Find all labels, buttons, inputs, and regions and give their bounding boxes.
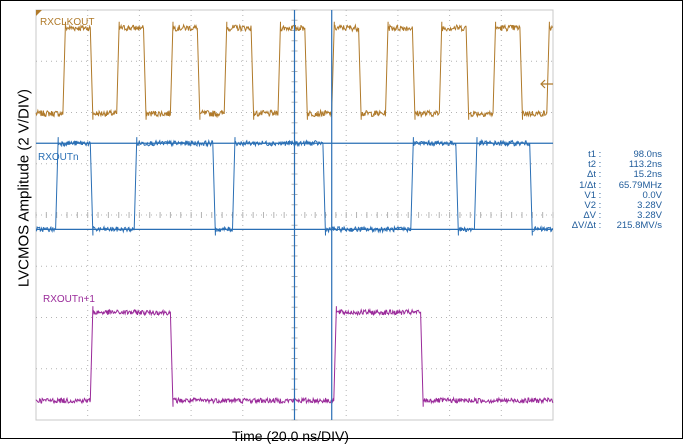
level-marker-icon <box>540 79 553 89</box>
measurement-separator: : <box>598 200 602 212</box>
measurement-separator: : <box>598 149 602 160</box>
series-label-rxoutn1: RXOUTn+1 <box>43 294 95 305</box>
measurement-value: 65.79MHz <box>618 179 662 191</box>
measurement-label: V2 <box>584 200 596 212</box>
y-axis-label: LVCMOS Amplitude (2 V/DIV) <box>15 88 33 288</box>
measurement-label: ΔV/Δt <box>571 220 596 232</box>
measurement-label: 1/Δt <box>579 179 596 191</box>
measurement-separator: : <box>598 169 602 181</box>
measurement-row: 1/Δt: 65.79MHz <box>554 179 666 191</box>
measurement-value: 3.28V <box>637 210 662 222</box>
measurement-row: ΔV/Δt: 215.8MV/s <box>554 221 666 231</box>
measurement-value: 113.2ns <box>628 159 662 171</box>
measurement-separator: : <box>598 179 602 191</box>
measurement-label: ΔV <box>583 210 596 222</box>
x-axis-label: Time (20.0 ns/DIV) <box>232 428 349 444</box>
series-label-rxclkout: RXCLKOUT <box>40 17 94 28</box>
measurement-value: 98.0ns <box>633 149 662 160</box>
measurement-label: t1 <box>588 149 596 160</box>
measurement-row: ΔV: 3.28V <box>554 211 666 221</box>
cursors <box>36 10 553 420</box>
measurement-row: Δt: 15.2ns <box>554 170 666 180</box>
measurement-label: Δt <box>587 169 596 181</box>
measurement-row: t2: 113.2ns <box>554 159 666 171</box>
measurement-row: t1: 98.0ns <box>554 149 666 160</box>
measurement-row: V1: 0.0V <box>554 189 666 201</box>
measurement-separator: : <box>598 220 602 232</box>
measurement-row: V2: 3.28V <box>554 200 666 212</box>
measurement-value: 3.28V <box>637 200 662 212</box>
measurement-separator: : <box>598 159 602 171</box>
measurement-readout: t1: 98.0ns t2: 113.2ns Δt: 15.2ns 1/Δt: 65.79MH… <box>554 149 666 232</box>
measurement-label: V1 <box>584 189 596 201</box>
measurement-label: t2 <box>588 159 596 171</box>
measurement-value: 215.8MV/s <box>616 220 662 232</box>
series-label-rxoutn: RXOUTn <box>38 152 79 163</box>
measurement-value: 0.0V <box>642 189 662 201</box>
measurement-separator: : <box>598 189 602 201</box>
trigger-marker-icon <box>36 10 42 16</box>
measurement-value: 15.2ns <box>633 169 662 181</box>
measurement-separator: : <box>598 210 602 222</box>
